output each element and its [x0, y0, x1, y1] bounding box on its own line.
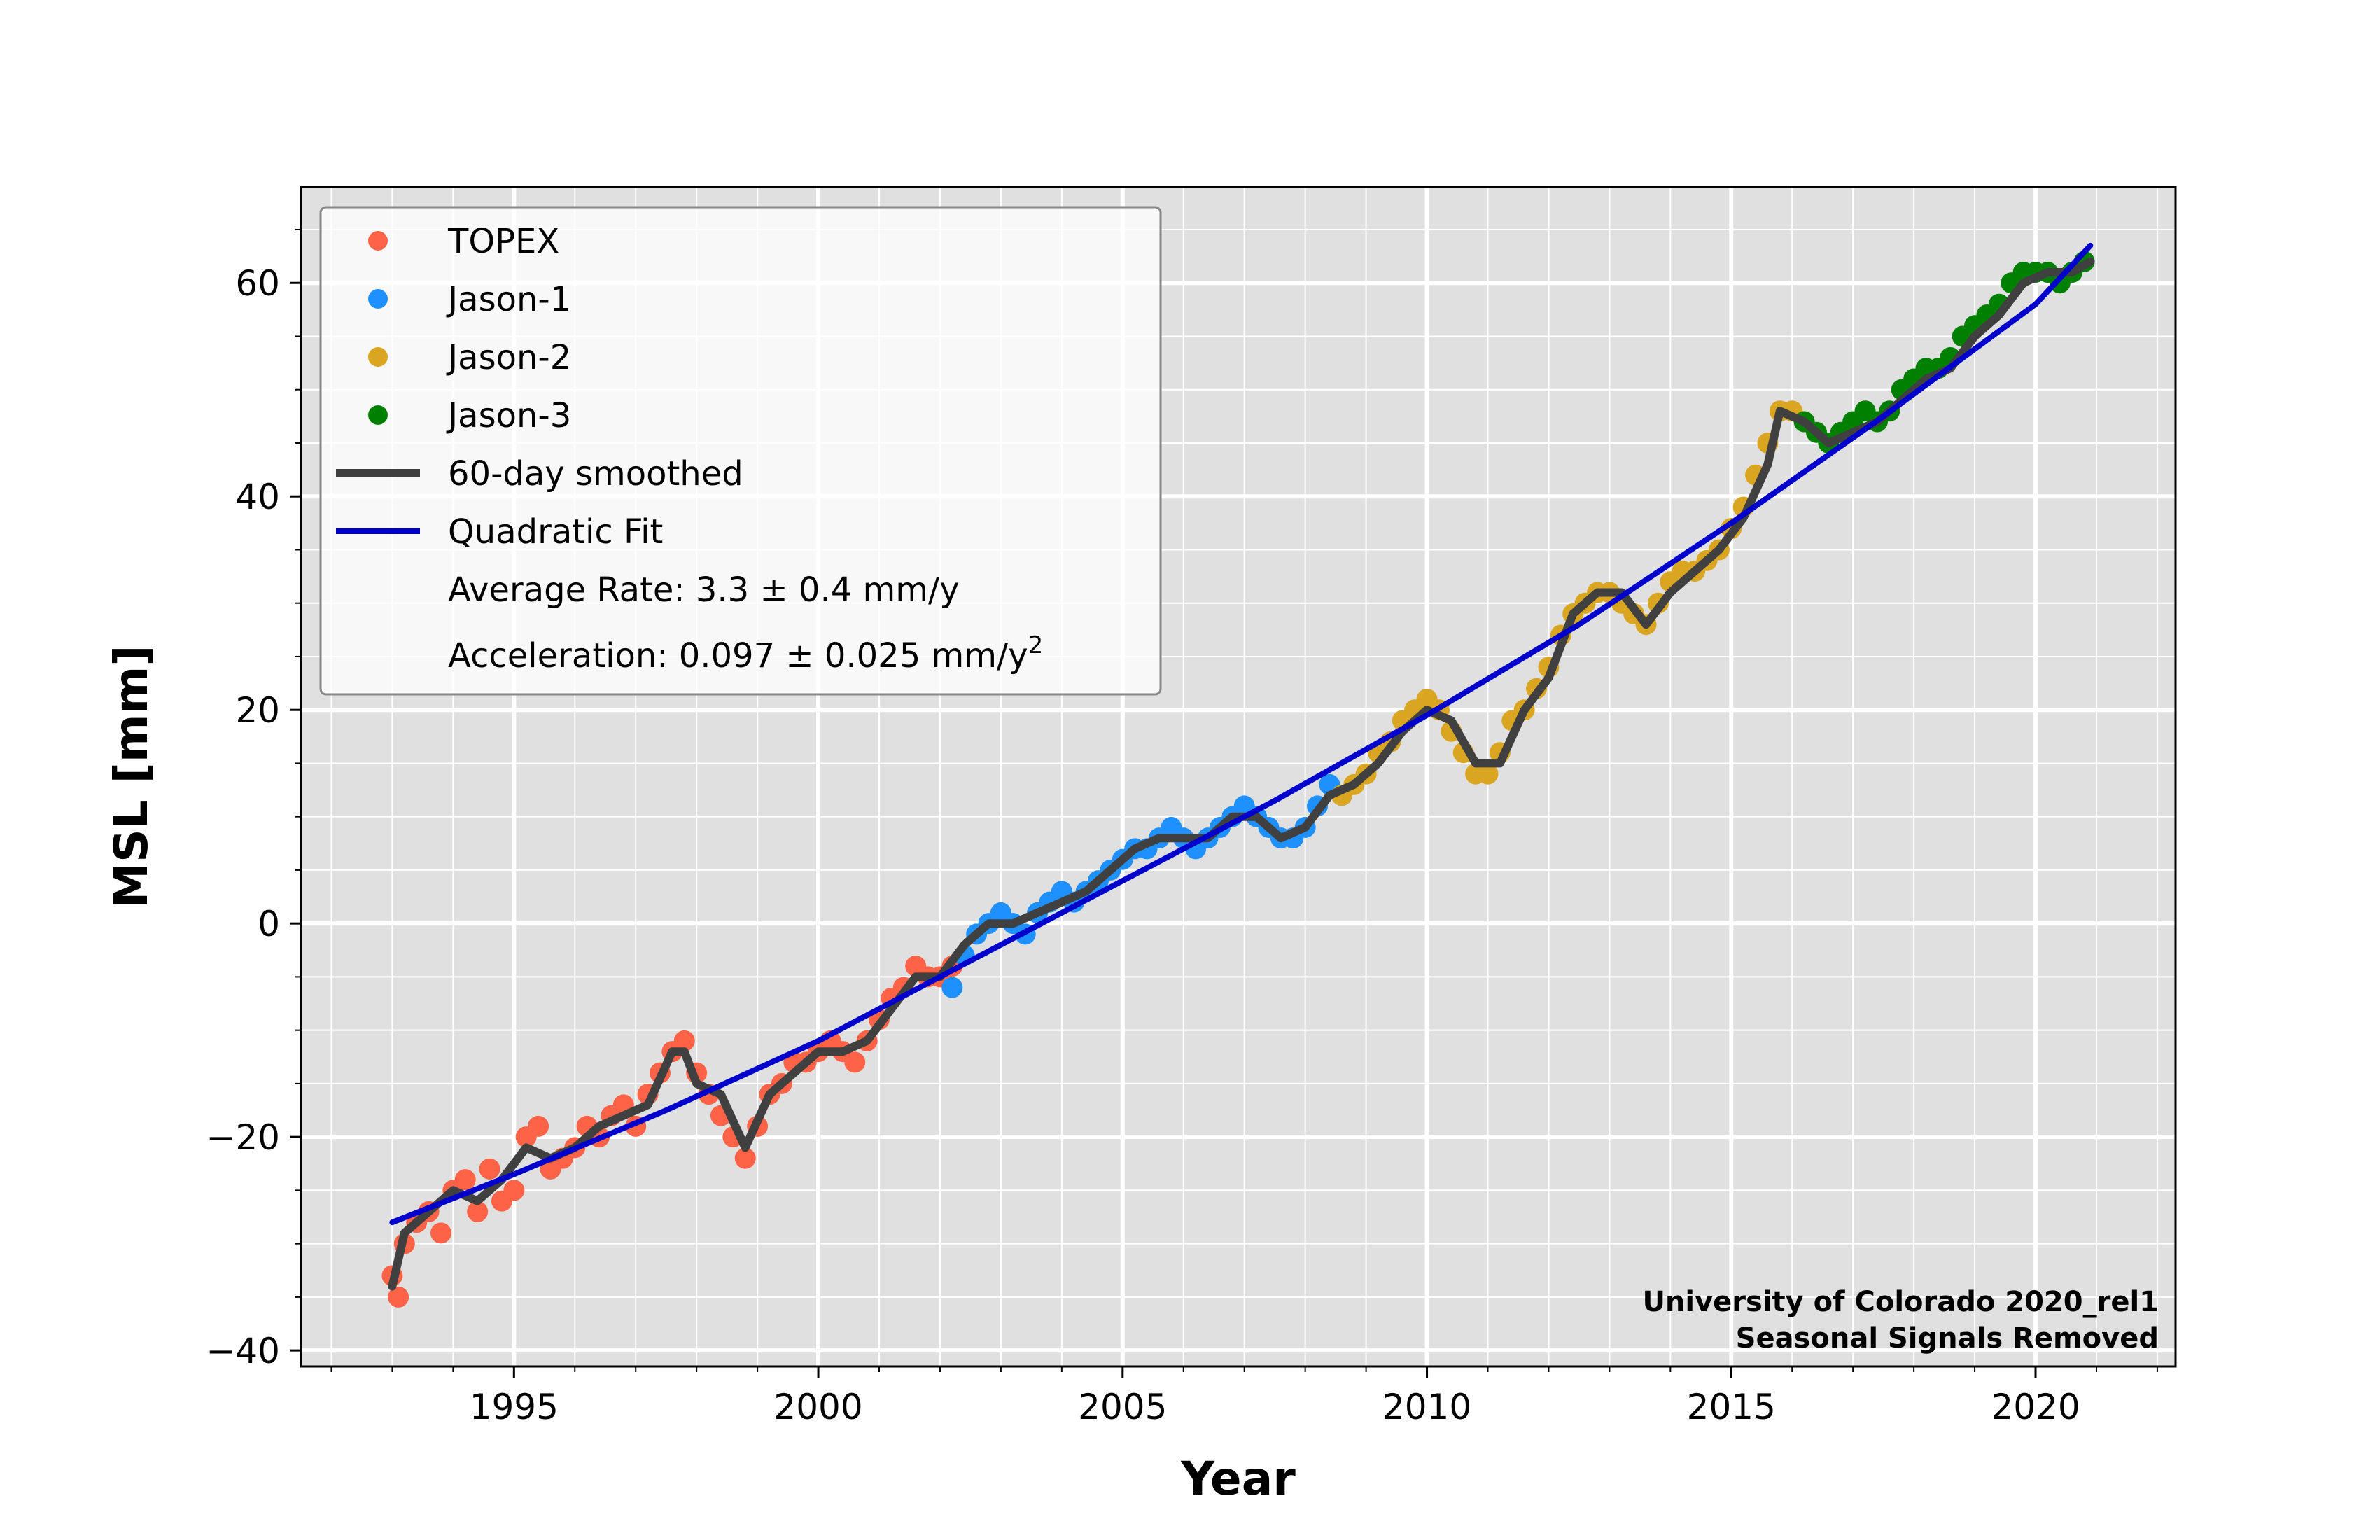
legend-label: 60-day smoothed: [448, 454, 743, 493]
x-tick-label: 1995: [470, 1387, 559, 1427]
legend-average-rate: Average Rate: 3.3 ± 0.4 mm/y: [448, 570, 960, 610]
data-point-topex: [673, 1030, 695, 1051]
axis-ticks: [290, 228, 2158, 1378]
y-tick-label: 20: [235, 690, 280, 731]
legend-acceleration: Acceleration: 0.097 ± 0.025 mm/y2: [448, 631, 1043, 676]
y-tick-label: 60: [235, 263, 280, 304]
smoothed-line: [388, 257, 2095, 1291]
data-point-topex: [844, 1051, 866, 1073]
legend-label: TOPEX: [447, 222, 559, 261]
legend-marker-jason-2: [368, 347, 388, 367]
data-point-topex: [467, 1200, 489, 1222]
legend: TOPEX Jason-1 Jason-2 Jason-3 60-day smoothe…: [319, 206, 1162, 696]
legend-acceleration-text: Acceleration: 0.097 ± 0.025 mm/y: [448, 636, 1028, 676]
legend-label: Jason-1: [446, 280, 571, 319]
x-tick-label: 2000: [774, 1387, 862, 1427]
legend-marker-jason-3: [368, 405, 388, 425]
data-point-topex: [528, 1115, 550, 1137]
legend-entries: TOPEX Jason-1 Jason-2 Jason-3 60-day smoothe…: [336, 222, 743, 552]
x-tick-label: 2015: [1687, 1387, 1776, 1427]
data-point-topex: [734, 1147, 756, 1169]
legend-label: Jason-3: [446, 396, 571, 435]
y-axis-title: MSL [mm]: [104, 645, 158, 908]
y-tick-label: −20: [206, 1117, 280, 1158]
y-tick-label: 0: [258, 904, 280, 944]
annotation-note: Seasonal Signals Removed: [1736, 1322, 2159, 1354]
legend-label: Jason-2: [446, 338, 571, 377]
data-point-jason-1: [941, 976, 963, 998]
legend-marker-topex: [368, 231, 388, 251]
data-point-topex: [430, 1222, 451, 1244]
data-point-topex: [388, 1286, 410, 1308]
data-point-topex: [479, 1158, 500, 1180]
plot-frame: [300, 186, 2177, 1368]
data-point-topex: [503, 1180, 525, 1201]
x-tick-label: 2020: [1991, 1387, 2080, 1427]
y-tick-label: 40: [235, 477, 280, 517]
data-point-jason-2: [1477, 763, 1499, 785]
legend-label: Quadratic Fit: [448, 512, 663, 552]
annotation-institution: University of Colorado 2020_rel1: [1642, 1286, 2159, 1318]
legend-marker-jason-1: [368, 289, 388, 309]
y-tick-label: −40: [206, 1331, 280, 1371]
quadratic-fit-line: [389, 242, 2094, 1226]
x-tick-label: 2005: [1078, 1387, 1167, 1427]
x-axis-title: Year: [1180, 1452, 1296, 1506]
legend-box: [319, 206, 1162, 696]
data-point-topex: [454, 1169, 476, 1191]
series-layer: [382, 242, 2095, 1308]
x-tick-label: 2010: [1382, 1387, 1471, 1427]
legend-acceleration-superscript: 2: [1028, 631, 1044, 659]
tick-labels: 1995 2000 2005 2010 2015 2020 −40 −20 0 20 40 60: [206, 263, 2080, 1427]
